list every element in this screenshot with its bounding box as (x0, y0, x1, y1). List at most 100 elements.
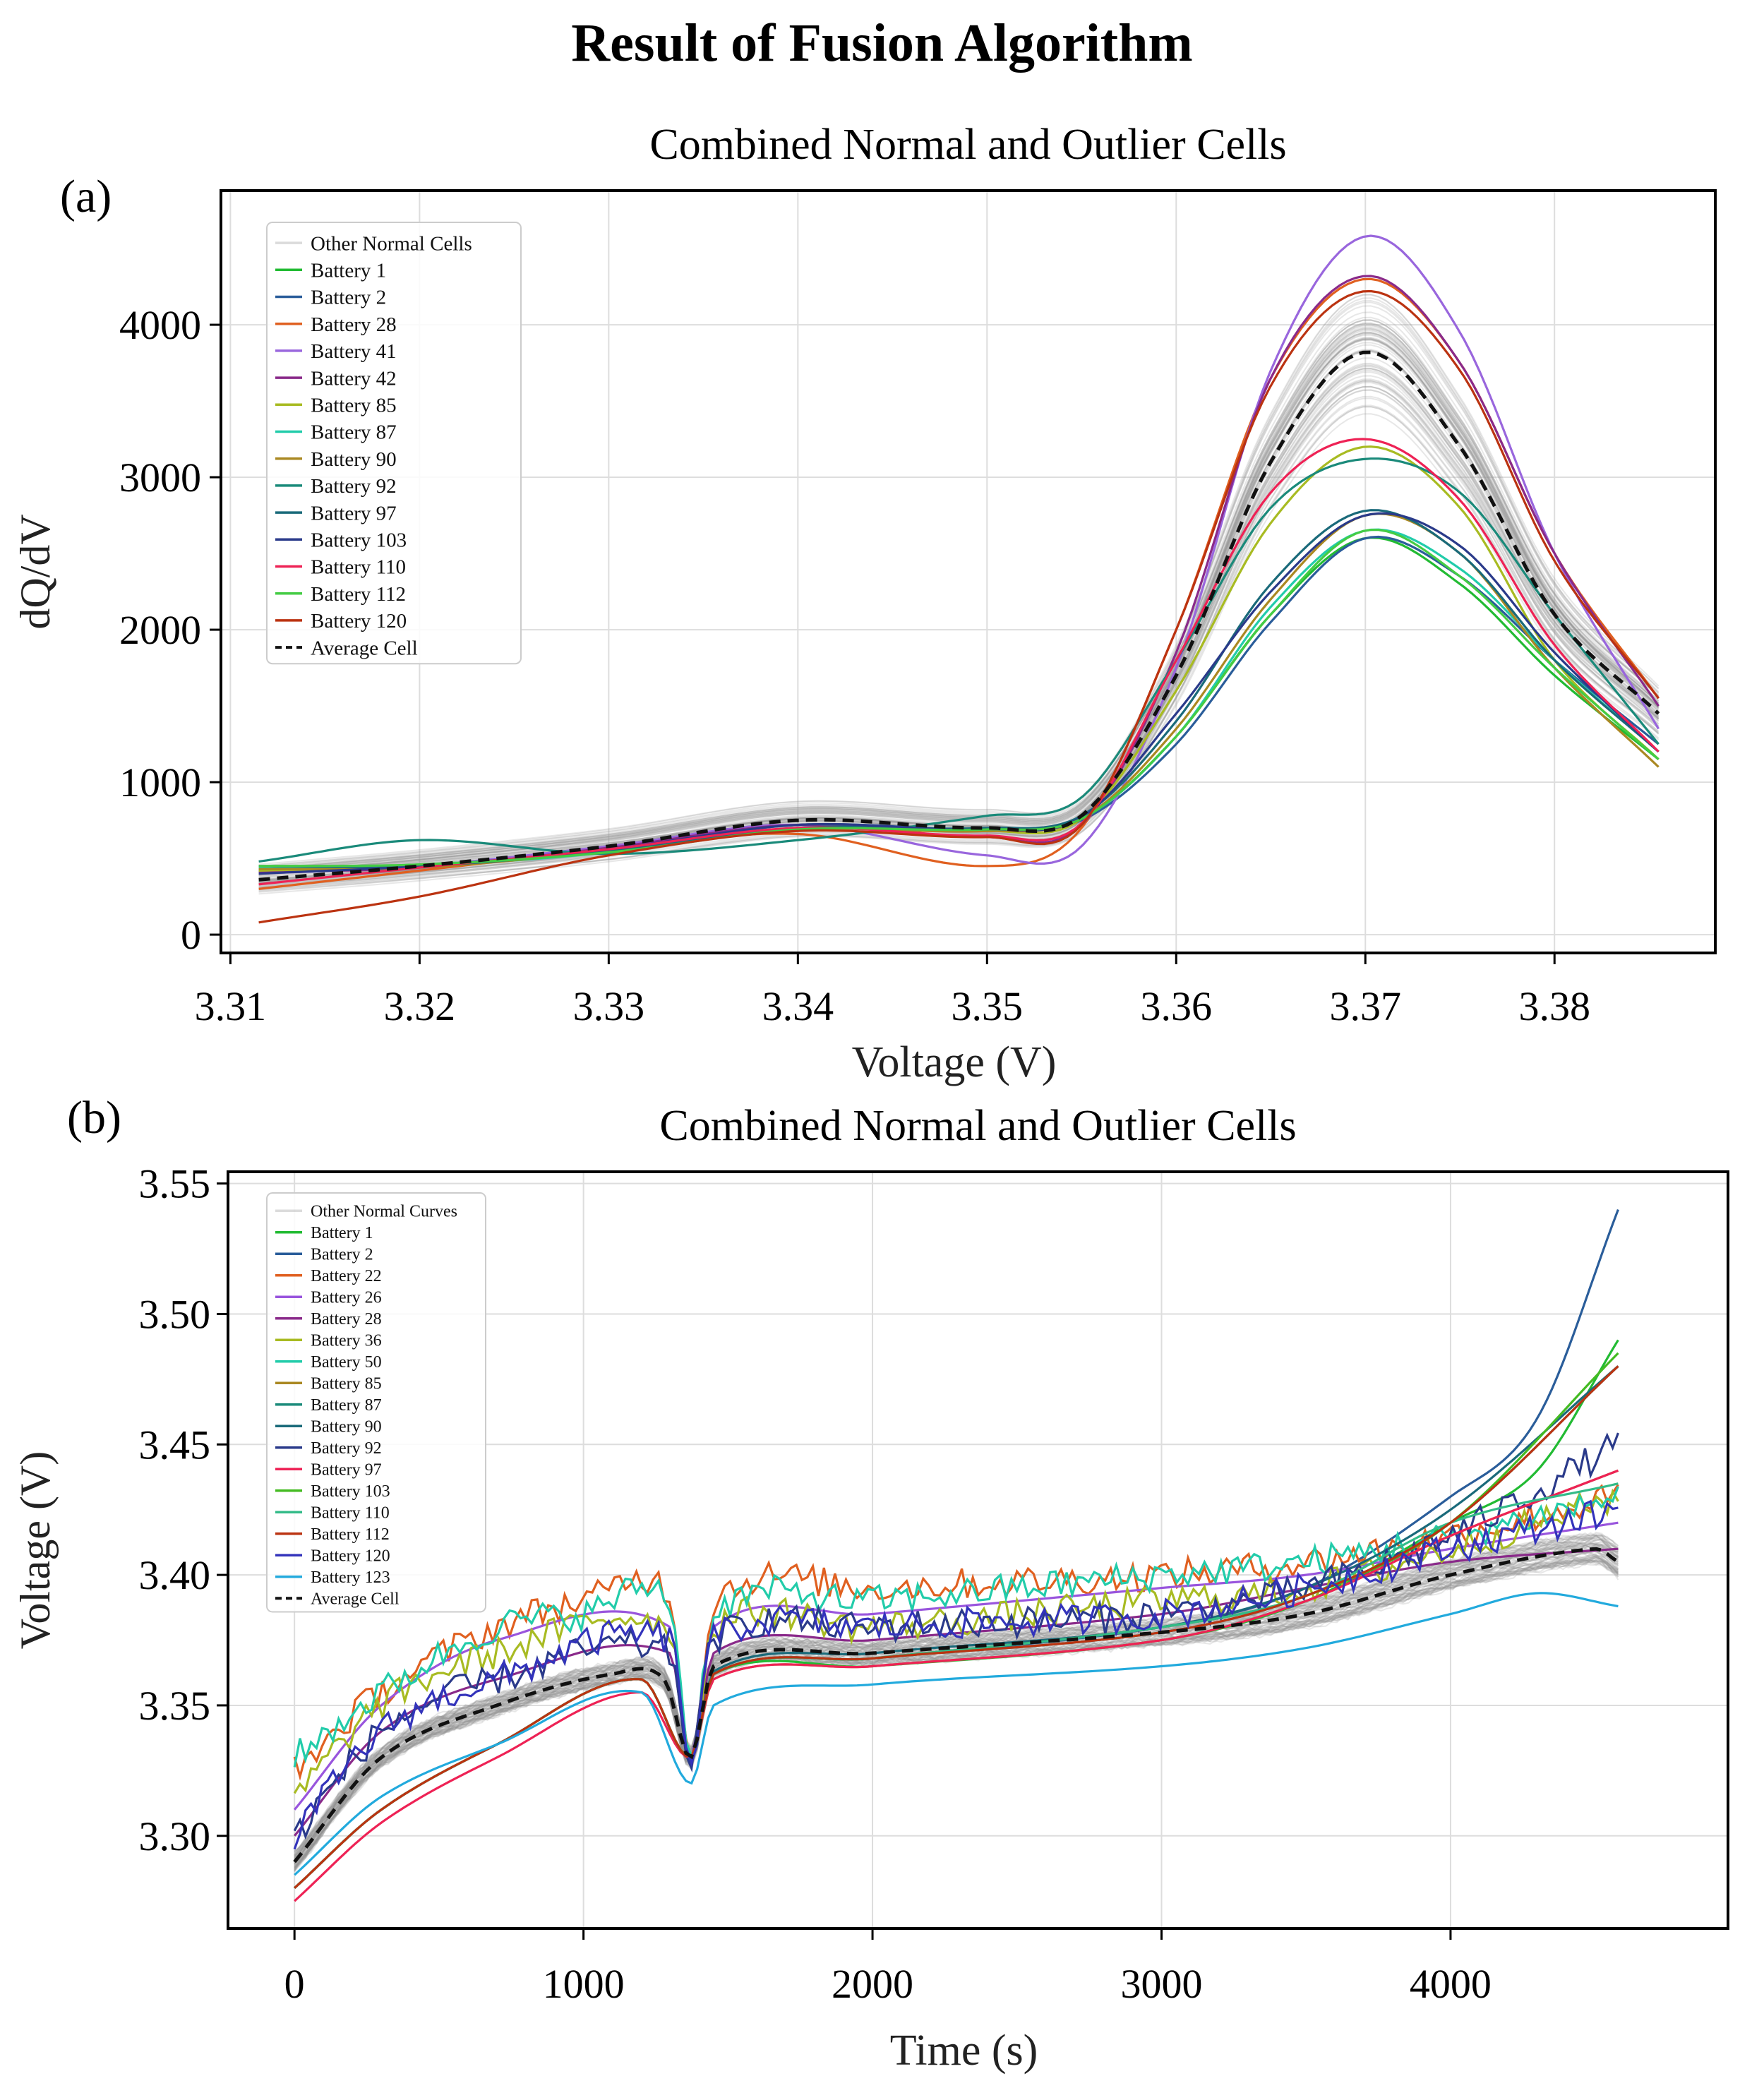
legend-label: Other Normal Curves (311, 1203, 457, 1221)
normal-cell-line (294, 1537, 1619, 1858)
normal-cell-line (294, 1559, 1619, 1868)
normal-cell-line (294, 1542, 1619, 1860)
normal-cell-line (258, 364, 1660, 874)
x-tick-label: 3.32 (384, 983, 456, 1029)
legend: Other Normal Cells Battery 1 Battery 2 Batt… (266, 222, 522, 665)
normal-cell-line (258, 395, 1660, 889)
legend-label: Battery 97 (311, 502, 397, 524)
normal-cell-line (294, 1552, 1619, 1868)
y-tick-label: 3.30 (139, 1813, 211, 1859)
normal-cell-line (258, 389, 1660, 892)
normal-cell-line (258, 294, 1660, 875)
normal-cell-line (294, 1542, 1619, 1858)
normal-cell-line (294, 1556, 1619, 1871)
legend-label: Average Cell (311, 637, 418, 659)
x-tick-label: 3.35 (952, 983, 1024, 1029)
series-line-battery-1 (294, 1339, 1619, 1889)
legend-box (266, 1192, 486, 1613)
x-tick-label: 3.36 (1141, 983, 1213, 1029)
y-tick-label: 3.35 (139, 1683, 211, 1729)
legend-label: Battery 97 (311, 1461, 382, 1480)
normal-cell-line (258, 332, 1660, 880)
normal-cell-line (294, 1557, 1619, 1871)
normal-cell-line (294, 1559, 1619, 1871)
legend-label: Battery 92 (311, 475, 397, 498)
x-axis-label: Time (s) (890, 2027, 1038, 2075)
legend-label: Battery 41 (311, 340, 397, 363)
legend-label: Battery 50 (311, 1353, 382, 1372)
normal-cell-line (294, 1559, 1619, 1869)
x-tick-label: 3.37 (1329, 983, 1401, 1029)
normal-cell-line (258, 305, 1660, 865)
legend-label: Battery 28 (311, 313, 397, 336)
normal-cell-line (294, 1559, 1619, 1870)
legend-label: Battery 112 (311, 1525, 390, 1544)
chart-title: Combined Normal and Outlier Cells (649, 121, 1286, 169)
x-tick-label: 0 (284, 1961, 305, 2007)
y-axis-label: Voltage (V) (12, 1451, 59, 1650)
legend-label: Battery 120 (311, 610, 407, 632)
legend-label: Battery 42 (311, 367, 397, 390)
x-tick-label: 4000 (1410, 1961, 1492, 2007)
normal-cell-line (294, 1535, 1619, 1859)
normal-cell-line (258, 406, 1660, 892)
legend-label: Battery 1 (311, 1224, 373, 1242)
normal-cell-line (294, 1554, 1619, 1864)
series-line-battery-26 (293, 1521, 1619, 1811)
x-tick-label: 3.31 (195, 983, 267, 1029)
x-tick-label: 3.38 (1518, 983, 1590, 1029)
legend-label: Battery 36 (311, 1332, 382, 1350)
legend: Other Normal Curves Battery 1 Battery 2 Bat… (266, 1192, 486, 1613)
normal-cell-line (294, 1560, 1619, 1871)
normal-cell-line (258, 311, 1660, 873)
legend-label: Battery 85 (311, 1375, 382, 1393)
normal-cell-line (258, 380, 1660, 875)
y-tick-label: 3.55 (139, 1161, 211, 1207)
normal-cell-line (294, 1542, 1619, 1862)
normal-cell-line (294, 1540, 1619, 1859)
legend-label: Battery 2 (311, 1246, 373, 1264)
series-line-battery-41 (258, 234, 1660, 875)
normal-cell-line (258, 332, 1660, 871)
legend-label: Battery 85 (311, 394, 397, 416)
series-line-battery-123 (294, 1592, 1619, 1876)
legend-label: Battery 2 (311, 287, 386, 309)
average-cell-line (293, 1547, 1619, 1864)
series-line-battery-120 (258, 289, 1660, 924)
normal-cell-line (294, 1536, 1619, 1854)
normal-cell-line (258, 369, 1660, 876)
x-tick-label: 2000 (832, 1961, 913, 2007)
normal-cell-line (294, 1559, 1619, 1871)
normal-cell-line (294, 1557, 1619, 1868)
legend-label: Battery 22 (311, 1267, 382, 1285)
normal-cell-line (258, 385, 1660, 895)
chart-panel-b: (b) Combined Normal and Outlier Cells 0 100… (12, 1092, 1729, 2075)
normal-cell-line (294, 1554, 1619, 1866)
x-tick-label: 3000 (1120, 1961, 1202, 2007)
legend-label: Battery 90 (311, 1418, 382, 1436)
normal-cell-line (258, 413, 1660, 891)
normal-cell-line (258, 338, 1660, 872)
normal-cell-line (294, 1535, 1619, 1856)
plot-area (293, 1209, 1619, 1902)
y-tick-label: 3.45 (139, 1422, 211, 1468)
plot-area (258, 234, 1660, 924)
normal-cell-line (258, 297, 1660, 877)
normal-cell-line (258, 339, 1660, 872)
series-line-battery-97 (294, 1469, 1619, 1902)
legend-label: Battery 123 (311, 1568, 390, 1587)
normal-cell-line (294, 1549, 1619, 1866)
legend-label: Battery 1 (311, 259, 386, 282)
legend-label: Average Cell (311, 1590, 400, 1609)
panel-label: (b) (67, 1092, 121, 1144)
legend-label: Battery 26 (311, 1289, 382, 1307)
axes-frame (220, 189, 1717, 954)
series-line-battery-92 (293, 1432, 1619, 1840)
normal-cell-line (294, 1534, 1619, 1857)
normal-cell-line (294, 1555, 1619, 1870)
normal-cell-line (258, 319, 1660, 870)
normal-cell-line (294, 1537, 1619, 1855)
series-line-battery-92 (258, 457, 1660, 863)
figure-title: Result of Fusion Algorithm (571, 13, 1193, 73)
